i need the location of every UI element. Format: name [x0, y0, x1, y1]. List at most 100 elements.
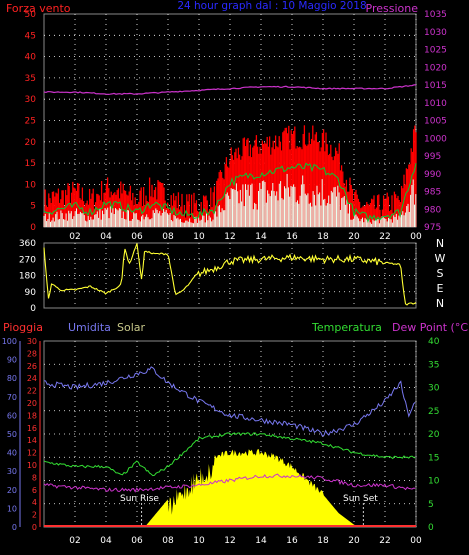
pressione-ytick: 1020 — [424, 63, 447, 73]
rain-ytick: 22 — [27, 387, 37, 396]
dewpoint-label: Dew Point (°C) — [392, 321, 469, 334]
temp-ytick: 25 — [428, 407, 439, 417]
temp-ytick: 5 — [428, 500, 434, 510]
top-xtick: 18 — [317, 232, 329, 242]
dir-ytick: 360 — [19, 239, 36, 249]
rain-ytick: 2 — [32, 511, 37, 520]
rain-ytick: 12 — [27, 449, 37, 458]
rain-ytick: 26 — [27, 362, 37, 371]
forza-ytick: 15 — [25, 159, 36, 169]
pressione-ytick: 1030 — [424, 28, 447, 38]
forza-ytick: 35 — [25, 74, 36, 84]
forza-ytick: 45 — [25, 31, 36, 41]
top-xtick: 08 — [162, 232, 174, 242]
rain-ytick: 4 — [32, 498, 37, 507]
compass-label: S — [437, 267, 444, 280]
forza-ytick: 10 — [25, 180, 37, 190]
temp-ytick: 10 — [428, 477, 440, 487]
top-xtick: 02 — [69, 232, 80, 242]
bottom-xtick: 12 — [224, 536, 235, 546]
chart-title: 24 hour graph dal : 10 Maggio 2018 — [177, 0, 366, 12]
wind-average-line — [43, 162, 417, 224]
compass-label: N — [436, 297, 444, 310]
forza-ytick: 0 — [30, 223, 36, 233]
temperature-line — [43, 432, 416, 477]
rain-ytick: 20 — [27, 399, 37, 408]
bottom-xtick: 06 — [131, 536, 143, 546]
humidity-ytick: 80 — [7, 374, 17, 383]
bottom-xtick: 14 — [255, 536, 267, 546]
humidity-ytick: 20 — [7, 486, 17, 495]
humidity-ytick: 40 — [7, 449, 17, 458]
temp-ytick: 35 — [428, 360, 439, 370]
top-xtick: 14 — [255, 232, 267, 242]
humidity-ytick: 50 — [7, 430, 17, 439]
solar-area — [144, 449, 359, 527]
humidity-ytick: 70 — [7, 393, 17, 402]
humidity-ytick: 60 — [7, 411, 17, 420]
rain-ytick: 10 — [27, 461, 37, 470]
forza-vento-label: Forza vento — [6, 2, 71, 15]
humidity-ytick: 100 — [2, 337, 17, 346]
bottom-xtick: 22 — [379, 536, 390, 546]
pressione-ytick: 995 — [424, 152, 441, 162]
temp-ytick: 15 — [428, 453, 439, 463]
top-xtick: 12 — [224, 232, 235, 242]
sunrise-label: Sun Rise — [120, 494, 159, 504]
compass-label: W — [435, 252, 446, 265]
humidity-ytick: 0 — [12, 523, 17, 532]
pressione-ytick: 1015 — [424, 81, 447, 91]
temp-ytick: 30 — [428, 384, 440, 394]
humidity-ytick: 10 — [7, 504, 17, 513]
pressione-ytick: 985 — [424, 188, 441, 198]
dir-ytick: 0 — [30, 304, 36, 314]
temp-ytick: 0 — [428, 523, 434, 533]
pressione-ytick: 990 — [424, 170, 441, 180]
pressione-label: Pressione — [366, 2, 419, 15]
pressione-ytick: 1005 — [424, 117, 447, 127]
forza-ytick: 40 — [25, 53, 37, 63]
top-xtick: 20 — [348, 232, 360, 242]
pressione-ytick: 1010 — [424, 99, 447, 109]
temperatura-label: Temperatura — [311, 321, 382, 334]
compass-label: E — [437, 282, 444, 295]
pressione-ytick: 1000 — [424, 134, 447, 144]
sunset-label: Sun Set — [343, 494, 378, 504]
pressione-ytick: 975 — [424, 223, 441, 233]
pressione-ytick: 980 — [424, 205, 441, 215]
rain-ytick: 14 — [27, 436, 37, 445]
wind-pressure-panel: 0510152025303540455097598098599099510001… — [25, 10, 448, 242]
rain-ytick: 30 — [27, 337, 37, 346]
forza-ytick: 25 — [25, 117, 36, 127]
rain-ytick: 28 — [27, 349, 37, 358]
rain-ytick: 0 — [32, 523, 37, 532]
bottom-xtick: 20 — [348, 536, 360, 546]
bottom-xtick: 02 — [69, 536, 80, 546]
umidita-label: Umidita — [68, 321, 111, 334]
pioggia-label: Pioggia — [3, 321, 43, 334]
weather-panel: 0102030405060708090100024681012141618202… — [2, 337, 440, 546]
top-xtick: 10 — [193, 232, 205, 242]
humidity-line — [43, 366, 416, 437]
rain-ytick: 18 — [27, 411, 37, 420]
rain-ytick: 6 — [32, 486, 37, 495]
rain-ytick: 16 — [27, 424, 37, 433]
dir-ytick: 180 — [19, 272, 36, 282]
bottom-xtick: 18 — [317, 536, 329, 546]
humidity-ytick: 30 — [7, 467, 17, 476]
solar-label: Solar — [117, 321, 146, 334]
temp-ytick: 40 — [428, 337, 440, 347]
humidity-ytick: 90 — [7, 356, 17, 365]
forza-ytick: 50 — [25, 10, 37, 20]
rain-ytick: 8 — [32, 473, 37, 482]
bottom-xtick: 16 — [286, 536, 298, 546]
bottom-xtick: 00 — [410, 536, 422, 546]
dir-ytick: 270 — [19, 255, 36, 265]
pressure-line — [43, 84, 417, 96]
rain-ytick: 24 — [27, 374, 37, 383]
dir-ytick: 90 — [25, 288, 37, 298]
bottom-xtick: 08 — [162, 536, 174, 546]
compass-label: N — [436, 237, 444, 250]
forza-ytick: 30 — [25, 95, 37, 105]
forza-ytick: 20 — [25, 138, 37, 148]
